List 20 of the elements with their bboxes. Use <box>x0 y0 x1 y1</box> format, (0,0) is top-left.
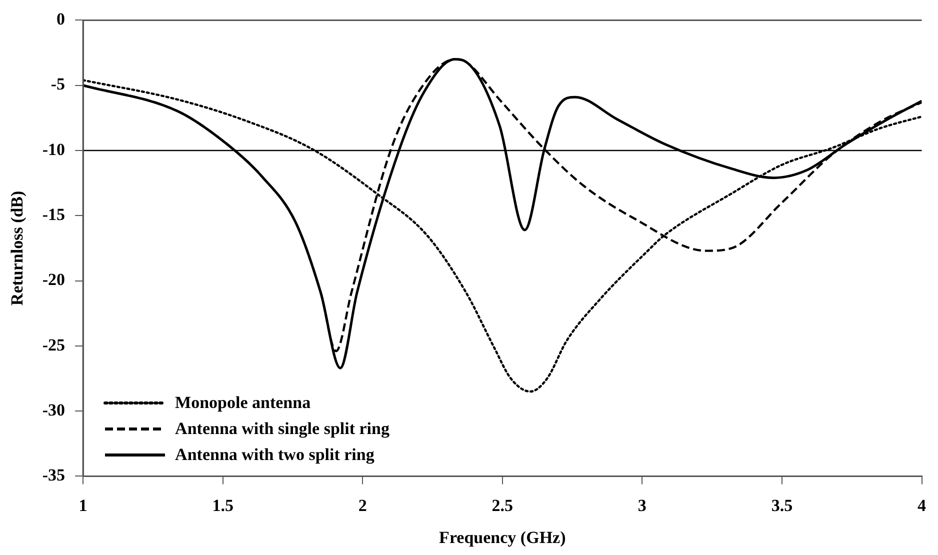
x-tick-label: 1.5 <box>212 496 234 515</box>
y-tick-label: -20 <box>42 270 66 290</box>
y-tick-label: -25 <box>42 335 66 354</box>
x-tick-label: 2 <box>358 496 367 515</box>
x-tick-label: 2.5 <box>492 496 514 515</box>
y-tick-label: -5 <box>50 74 66 94</box>
x-tick-label: 3.5 <box>771 496 793 515</box>
y-tick-label: -10 <box>42 140 66 159</box>
legend-label: Antenna with two split ring <box>175 444 374 466</box>
y-tick-label: 0 <box>56 10 66 29</box>
y-tick-label: -35 <box>42 466 66 485</box>
y-tick-label: -30 <box>42 400 66 420</box>
legend-label: Antenna with single split ring <box>175 418 390 440</box>
y-axis-title: Returnloss (dB) <box>8 190 27 306</box>
legend-label: Monopole antenna <box>175 392 311 414</box>
x-tick-label: 1 <box>78 496 88 515</box>
x-tick-label: 3 <box>638 496 646 515</box>
x-tick-label: 4 <box>918 496 926 515</box>
x-axis-title: Frequency (GHz) <box>439 528 566 548</box>
y-tick-label: -15 <box>42 205 66 224</box>
